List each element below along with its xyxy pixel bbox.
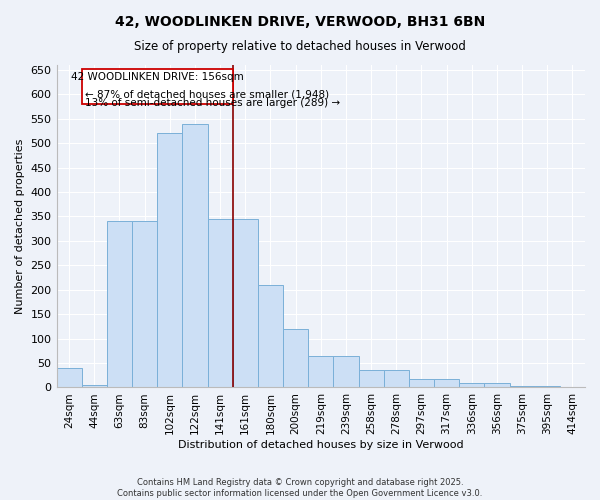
Text: Size of property relative to detached houses in Verwood: Size of property relative to detached ho… (134, 40, 466, 53)
Bar (535, 386, 560, 388)
Bar (258, 285, 283, 388)
Bar (509, 386, 535, 388)
Bar (132, 222, 157, 388)
Bar (484, 382, 509, 388)
Bar (434, 378, 459, 388)
Text: 42, WOODLINKEN DRIVE, VERWOOD, BH31 6BN: 42, WOODLINKEN DRIVE, VERWOOD, BH31 6BN (115, 15, 485, 29)
FancyBboxPatch shape (82, 69, 233, 104)
Text: Contains HM Land Registry data © Crown copyright and database right 2025.
Contai: Contains HM Land Registry data © Crown c… (118, 478, 482, 498)
Bar (208, 219, 233, 388)
Bar (409, 378, 434, 388)
Bar (359, 370, 383, 388)
Bar (233, 219, 258, 388)
Bar (308, 356, 334, 388)
Bar (383, 370, 409, 388)
Bar (459, 382, 484, 388)
Bar (56, 368, 82, 388)
Bar (283, 329, 308, 388)
Bar (334, 356, 359, 388)
Text: 42 WOODLINKEN DRIVE: 156sqm: 42 WOODLINKEN DRIVE: 156sqm (71, 72, 244, 82)
X-axis label: Distribution of detached houses by size in Verwood: Distribution of detached houses by size … (178, 440, 464, 450)
Bar (157, 134, 182, 388)
Text: 13% of semi-detached houses are larger (289) →: 13% of semi-detached houses are larger (… (85, 98, 341, 108)
Text: ← 87% of detached houses are smaller (1,948): ← 87% of detached houses are smaller (1,… (85, 90, 329, 100)
Y-axis label: Number of detached properties: Number of detached properties (15, 138, 25, 314)
Bar (182, 124, 208, 388)
Bar (107, 222, 132, 388)
Bar (82, 385, 107, 388)
